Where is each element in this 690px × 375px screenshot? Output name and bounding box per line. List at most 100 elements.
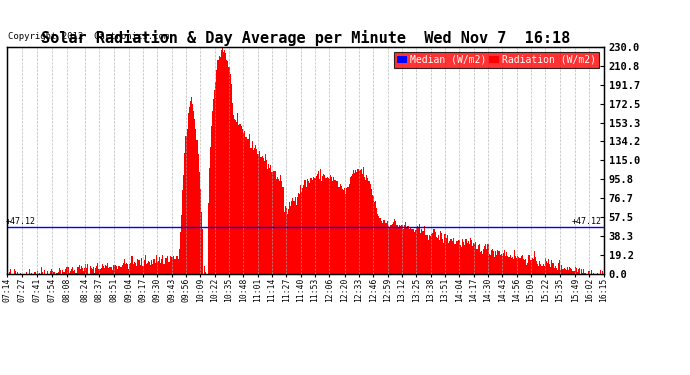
Bar [422,231,424,274]
Bar [473,243,474,274]
Bar [388,226,389,274]
Bar [275,171,276,274]
Bar [190,101,191,274]
Bar [192,104,193,274]
Bar [591,270,592,274]
Bar [293,201,295,274]
Bar [248,139,249,274]
Bar [140,265,141,274]
Bar [452,241,453,274]
Bar [7,272,8,274]
Bar [348,184,350,274]
Bar [542,264,544,274]
Bar [588,272,589,274]
Bar [337,187,339,274]
Bar [395,221,396,274]
Bar [496,255,497,274]
Bar [494,257,495,274]
Bar [330,175,331,274]
Bar [500,255,501,274]
Bar [191,96,192,274]
Bar [437,238,438,274]
Bar [561,265,562,274]
Bar [384,220,385,274]
Bar [486,249,487,274]
Bar [366,175,367,274]
Text: +47.12: +47.12 [6,217,35,226]
Bar [177,256,178,274]
Bar [420,233,422,274]
Bar [141,258,142,274]
Bar [559,260,560,274]
Bar [265,154,266,274]
Bar [462,239,463,274]
Bar [149,262,150,274]
Bar [372,195,373,274]
Bar [400,226,402,274]
Bar [247,139,248,274]
Bar [534,251,535,274]
Bar [413,232,415,274]
Bar [286,208,287,274]
Bar [52,271,53,274]
Bar [415,230,416,274]
Bar [593,273,594,274]
Bar [200,189,201,274]
Bar [518,257,520,274]
Bar [289,202,290,274]
Bar [461,247,462,274]
Bar [339,184,341,274]
Bar [197,154,199,274]
Bar [173,256,175,274]
Bar [150,266,151,274]
Bar [442,238,444,274]
Bar [551,260,553,274]
Bar [406,227,407,274]
Bar [239,124,241,274]
Bar [402,229,404,274]
Bar [146,264,147,274]
Bar [479,244,480,274]
Legend: Median (W/m2), Radiation (W/m2): Median (W/m2), Radiation (W/m2) [395,52,599,68]
Bar [193,111,195,274]
Bar [243,133,244,274]
Bar [577,273,578,274]
Bar [158,261,159,274]
Bar [213,99,214,274]
Bar [556,268,557,274]
Bar [370,184,371,274]
Bar [522,255,523,274]
Bar [371,189,372,274]
Bar [312,180,313,274]
Bar [332,181,333,274]
Bar [446,235,448,274]
Bar [238,124,239,274]
Bar [459,240,460,274]
Bar [142,266,144,274]
Bar [524,260,525,274]
Bar [582,273,583,274]
Bar [333,177,334,274]
Bar [589,271,590,274]
Bar [386,223,387,274]
Bar [365,180,366,274]
Bar [560,270,561,274]
Bar [252,141,253,274]
Bar [211,126,212,274]
Bar [92,269,93,274]
Bar [334,180,335,274]
Bar [489,254,490,274]
Bar [118,266,119,274]
Bar [419,225,420,274]
Bar [63,272,64,274]
Bar [418,228,419,274]
Bar [297,197,298,274]
Bar [138,260,139,274]
Bar [267,170,268,274]
Bar [152,264,153,274]
Bar [254,148,255,274]
Bar [411,229,413,274]
Bar [136,266,137,274]
Bar [477,244,479,274]
Bar [547,263,548,274]
